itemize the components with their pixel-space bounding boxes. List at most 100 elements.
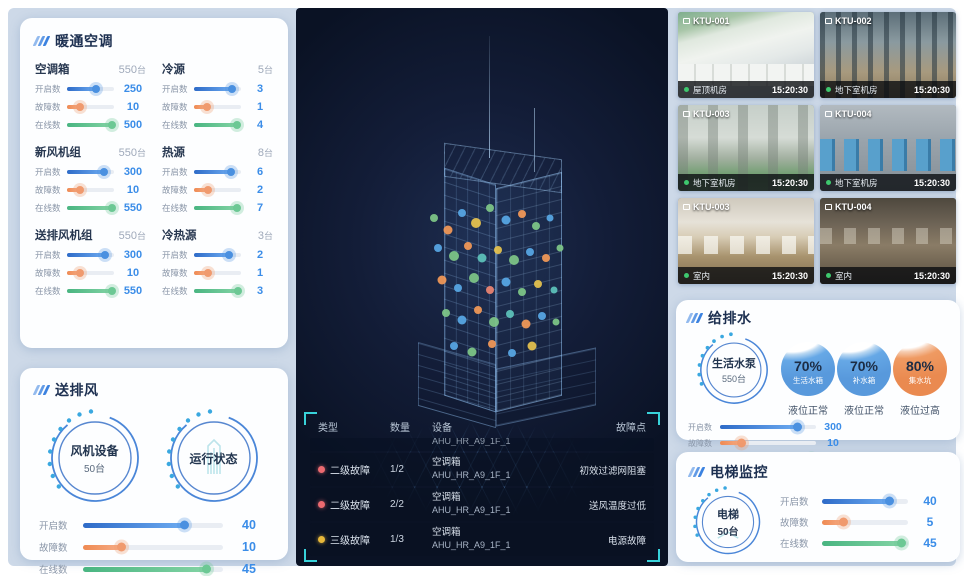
slider[interactable] [720, 438, 816, 448]
slider[interactable] [66, 121, 117, 129]
metric-fault: 故障数 10 [35, 184, 140, 196]
ring-gauge-icon [47, 409, 139, 502]
slider[interactable] [83, 542, 223, 552]
camera-feed-3[interactable]: KTU-003 地下室机房 15:20:30 [678, 105, 814, 191]
slider[interactable] [193, 85, 241, 93]
slider[interactable] [66, 85, 114, 93]
slider-thumb[interactable] [838, 517, 848, 527]
slider-thumb[interactable] [99, 168, 108, 176]
water-panel-title: 给排水 [685, 308, 948, 328]
slider[interactable] [822, 538, 908, 548]
slider[interactable] [66, 269, 114, 277]
slider-thumb[interactable] [108, 121, 117, 129]
slider[interactable] [193, 204, 242, 212]
slider[interactable] [193, 251, 241, 259]
slider-thumb[interactable] [227, 85, 236, 93]
slider-thumb[interactable] [225, 251, 234, 259]
slider-thumb[interactable] [203, 269, 212, 277]
slashes-icon [32, 36, 51, 46]
slider-thumb[interactable] [233, 204, 242, 212]
table-row[interactable]: 三级故障 1/3 空调箱 AHU_HR_A9_1F_1 电源故障 [310, 523, 654, 556]
slider-thumb[interactable] [202, 103, 211, 111]
slider[interactable] [720, 422, 816, 432]
metric-online: 在线数 7 [162, 202, 264, 214]
hvac-group-ahu: 空调箱 550台 开启数 250 故障数 10 在线数 500 [35, 61, 146, 131]
slider-thumb[interactable] [108, 287, 117, 295]
camera-status-bar: 屋顶机房 15:20:30 [678, 81, 814, 98]
group-total: 550台 [118, 64, 146, 76]
slider-thumb[interactable] [179, 520, 189, 530]
online-dot-icon [826, 180, 831, 185]
slider-thumb[interactable] [897, 538, 907, 548]
metric-online: 在线数 3 [162, 285, 264, 297]
liquid-circle-icon: 70% 补水箱 [837, 342, 891, 396]
slider[interactable] [193, 168, 241, 176]
group-total: 8台 [257, 147, 273, 159]
slider-thumb[interactable] [202, 564, 212, 574]
camera-feed-5[interactable]: KTU-003 室内 15:20:30 [678, 198, 814, 284]
slider[interactable] [66, 251, 114, 259]
slider[interactable] [193, 186, 241, 194]
slider-thumb[interactable] [203, 186, 212, 194]
slider-thumb[interactable] [233, 121, 242, 129]
camera-id: KTU-003 [683, 109, 730, 119]
online-dot-icon [684, 273, 689, 278]
camera-feed-2[interactable]: KTU-002 地下室机房 15:20:30 [820, 12, 956, 98]
slider-thumb[interactable] [100, 251, 109, 259]
slider-thumb[interactable] [792, 422, 802, 432]
slider-thumb[interactable] [885, 496, 895, 506]
slider-thumb[interactable] [116, 542, 126, 552]
camera-feed-6[interactable]: KTU-004 室内 15:20:30 [820, 198, 956, 284]
camera-icon [825, 111, 832, 117]
hvac-group-heat-source: 热源 8台 开启数 6 故障数 2 在线数 7 [162, 144, 273, 214]
slider[interactable] [66, 186, 114, 194]
slider[interactable] [193, 103, 241, 111]
slider-thumb[interactable] [75, 103, 84, 111]
slider[interactable] [193, 269, 241, 277]
metric-open: 开启数 2 [162, 249, 264, 261]
camera-icon [683, 204, 690, 210]
slider-thumb[interactable] [75, 186, 84, 194]
slider-thumb[interactable] [91, 85, 100, 93]
building-3d-view[interactable]: 类型 数量 设备 故障点 AHU_HR_A9_1F_1 二级故障 1/2 空调箱… [296, 8, 668, 566]
slider[interactable] [822, 496, 908, 506]
camera-feed-4[interactable]: KTU-004 地下室机房 15:20:30 [820, 105, 956, 191]
slider[interactable] [822, 517, 908, 527]
fault-table: 类型 数量 设备 故障点 AHU_HR_A9_1F_1 二级故障 1/2 空调箱… [304, 412, 660, 562]
table-row[interactable]: 二级故障 1/2 空调箱 AHU_HR_A9_1F_1 初效过滤网阻塞 [310, 453, 654, 486]
fan-panel-title: 送排风 [32, 380, 273, 400]
online-dot-icon [826, 273, 831, 278]
table-row-partial[interactable]: AHU_HR_A9_1F_1 [310, 438, 654, 451]
slider-thumb[interactable] [108, 204, 117, 212]
hvac-group-cold-source: 冷源 5台 开启数 3 故障数 1 在线数 4 [162, 61, 273, 131]
elevator-panel-title: 电梯监控 [687, 462, 946, 482]
group-name: 新风机组 [35, 147, 81, 159]
hvac-groups-grid: 空调箱 550台 开启数 250 故障数 10 在线数 500 冷源 5台 开启数 3 … [35, 61, 273, 297]
ring-gauge-icon [697, 332, 768, 404]
severity-dot-icon [318, 501, 325, 508]
camera-feed-1[interactable]: KTU-001 屋顶机房 15:20:30 [678, 12, 814, 98]
slider-thumb[interactable] [226, 168, 235, 176]
metric-fault: 故障数 10 [35, 101, 140, 113]
hvac-panel-title: 暖通空调 [32, 31, 273, 51]
slider[interactable] [66, 103, 114, 111]
slider[interactable] [193, 121, 242, 129]
table-row[interactable]: 二级故障 2/2 空调箱 AHU_HR_A9_1F_1 送风温度过低 [310, 488, 654, 521]
hvac-title-text: 暖通空调 [55, 33, 113, 49]
slider-thumb[interactable] [234, 287, 243, 295]
slider-thumb[interactable] [75, 269, 84, 277]
slider[interactable] [193, 287, 243, 295]
slider[interactable] [66, 204, 117, 212]
camera-icon [825, 204, 832, 210]
slider[interactable] [66, 168, 114, 176]
fault-table-header: 类型 数量 设备 故障点 [318, 423, 646, 434]
metric-fault: 故障数 1 [162, 267, 264, 279]
slider[interactable] [66, 287, 117, 295]
metric-fault: 故障数 2 [162, 184, 264, 196]
slider-thumb[interactable] [737, 438, 747, 448]
slashes-icon [687, 467, 706, 477]
slider[interactable] [83, 564, 223, 574]
building-spire [489, 36, 490, 158]
slider[interactable] [83, 520, 223, 530]
